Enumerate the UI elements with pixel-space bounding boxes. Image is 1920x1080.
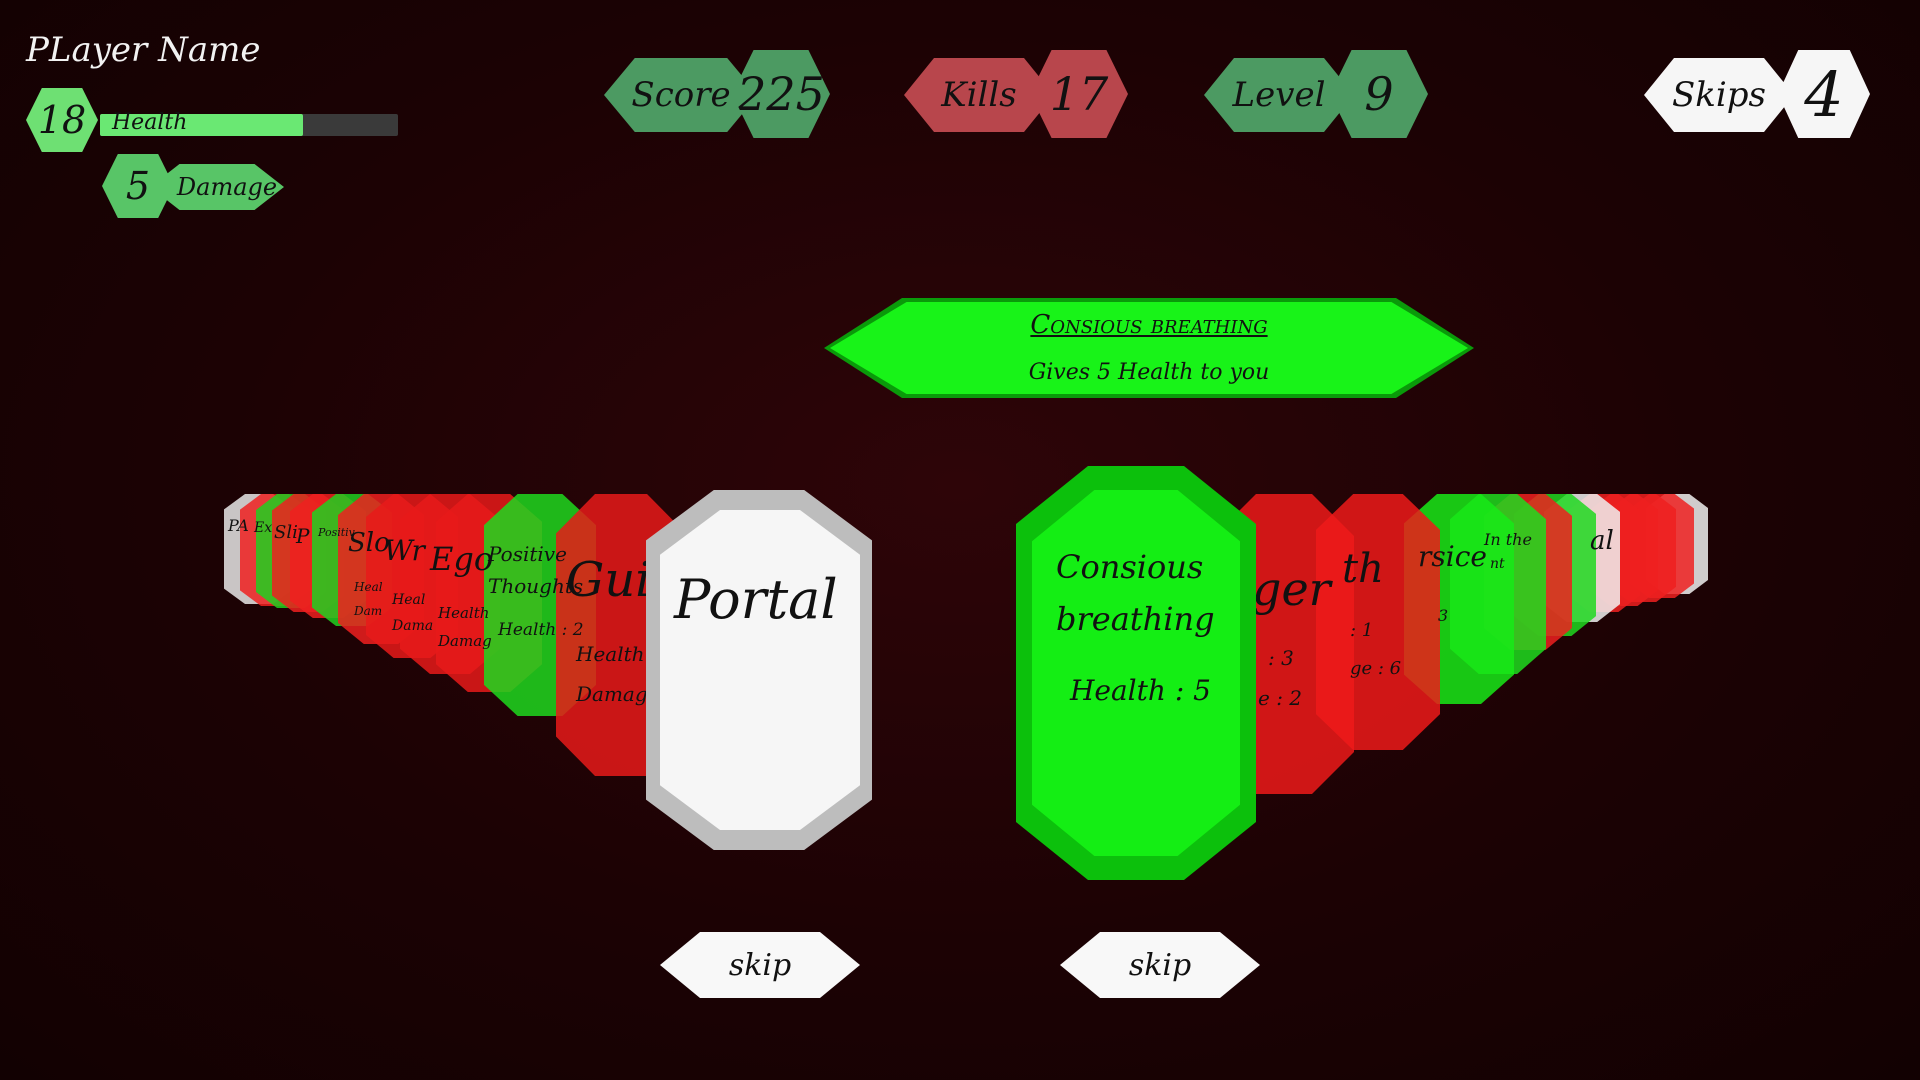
kills-value: 17 [1049,67,1109,121]
tiny-card-label: Ex [254,520,273,536]
deck-card-title: nt [1490,556,1505,572]
right-top-card-health: Health : 5 [1070,674,1211,707]
deck-card-title: Positive [488,542,567,566]
deck-card-line: Health : [576,642,658,666]
level-label-badge: Level [1204,58,1354,132]
score-value: 225 [737,67,825,121]
damage-value-badge: 5 [102,154,174,218]
deck-card-line: Heal [354,580,383,594]
tooltip-title: Consious breathing [1030,310,1268,340]
right-top-card-title-2: breathing [1056,600,1215,638]
deck-card-title: ger [1252,562,1331,616]
level-label: Level [1232,75,1326,115]
deck-card-line: Damage [576,682,660,706]
tiny-card-label: PA [228,516,249,535]
skips-label: Skips [1672,75,1766,115]
deck-card-title: Ego [430,540,494,578]
deck-card-line: : 1 [1350,620,1374,641]
damage-label: Damage [176,173,278,201]
skip-right-label: skip [1128,947,1192,983]
skip-left-label: skip [728,947,792,983]
deck-card-line: Dam [354,604,383,618]
deck-card-title: In the [1484,530,1532,549]
right-top-card[interactable] [1032,490,1240,856]
tooltip-description: Gives 5 Health to you [1028,360,1270,385]
tiny-card-label: Positiv [318,526,355,539]
kills-value-badge: 17 [1030,50,1128,138]
deck-card-title: al [1590,526,1614,556]
level-value: 9 [1364,67,1394,121]
left-top-card-title: Portal [674,568,838,631]
deck-card-line: Heal [392,592,426,608]
health-bar-fill [100,114,303,136]
health-value-badge: 18 [26,88,98,152]
left-deck: PA Ex Sli P Positiv Slo Heal Dam Wr Heal… [0,0,900,1080]
skips-value-badge: 4 [1778,50,1870,138]
health-label: Health [112,110,188,135]
health-value: 18 [37,98,87,142]
score-label-badge: Score [604,58,758,132]
deck-card-title: Wr [384,534,425,567]
deck-card-line: e : 2 [1258,686,1303,710]
deck-card-line: Damag [438,632,492,650]
tiny-card-label: P [296,524,310,548]
skips-value: 4 [1804,57,1844,131]
deck-card-line: 3 [1438,606,1449,625]
level-value-badge: 9 [1330,50,1428,138]
kills-label: Kills [941,75,1017,115]
deck-card-title: th [1342,546,1384,592]
damage-value: 5 [125,164,151,208]
deck-card-line: Health [438,604,490,622]
tiny-card-label: Sli [274,522,298,543]
deck-card-title: Slo [348,528,390,558]
right-deck: al In the nt rsice 3 th : 1 ge : 6 ger :… [1000,0,1920,1080]
deck-card-line: ge : 6 [1350,658,1402,679]
skip-right-button[interactable]: skip [1060,932,1260,998]
card-tooltip-inner [830,302,1468,394]
deck-card-line: Health : 2 [498,620,584,640]
left-top-card[interactable] [660,510,860,830]
score-label: Score [631,75,731,115]
deck-card-line: : 3 [1268,646,1294,670]
right-top-card-title: Consious [1056,548,1204,586]
deck-card-title: Thoughts [488,574,584,598]
skips-label-badge: Skips [1644,58,1794,132]
player-name: PLayer Name [26,30,261,70]
skip-left-button[interactable]: skip [660,932,860,998]
deck-card-title: rsice [1418,540,1487,573]
score-value-badge: 225 [732,50,830,138]
damage-label-badge: Damage [150,164,284,210]
kills-label-badge: Kills [904,58,1054,132]
deck-card-line: Dama [392,618,434,634]
